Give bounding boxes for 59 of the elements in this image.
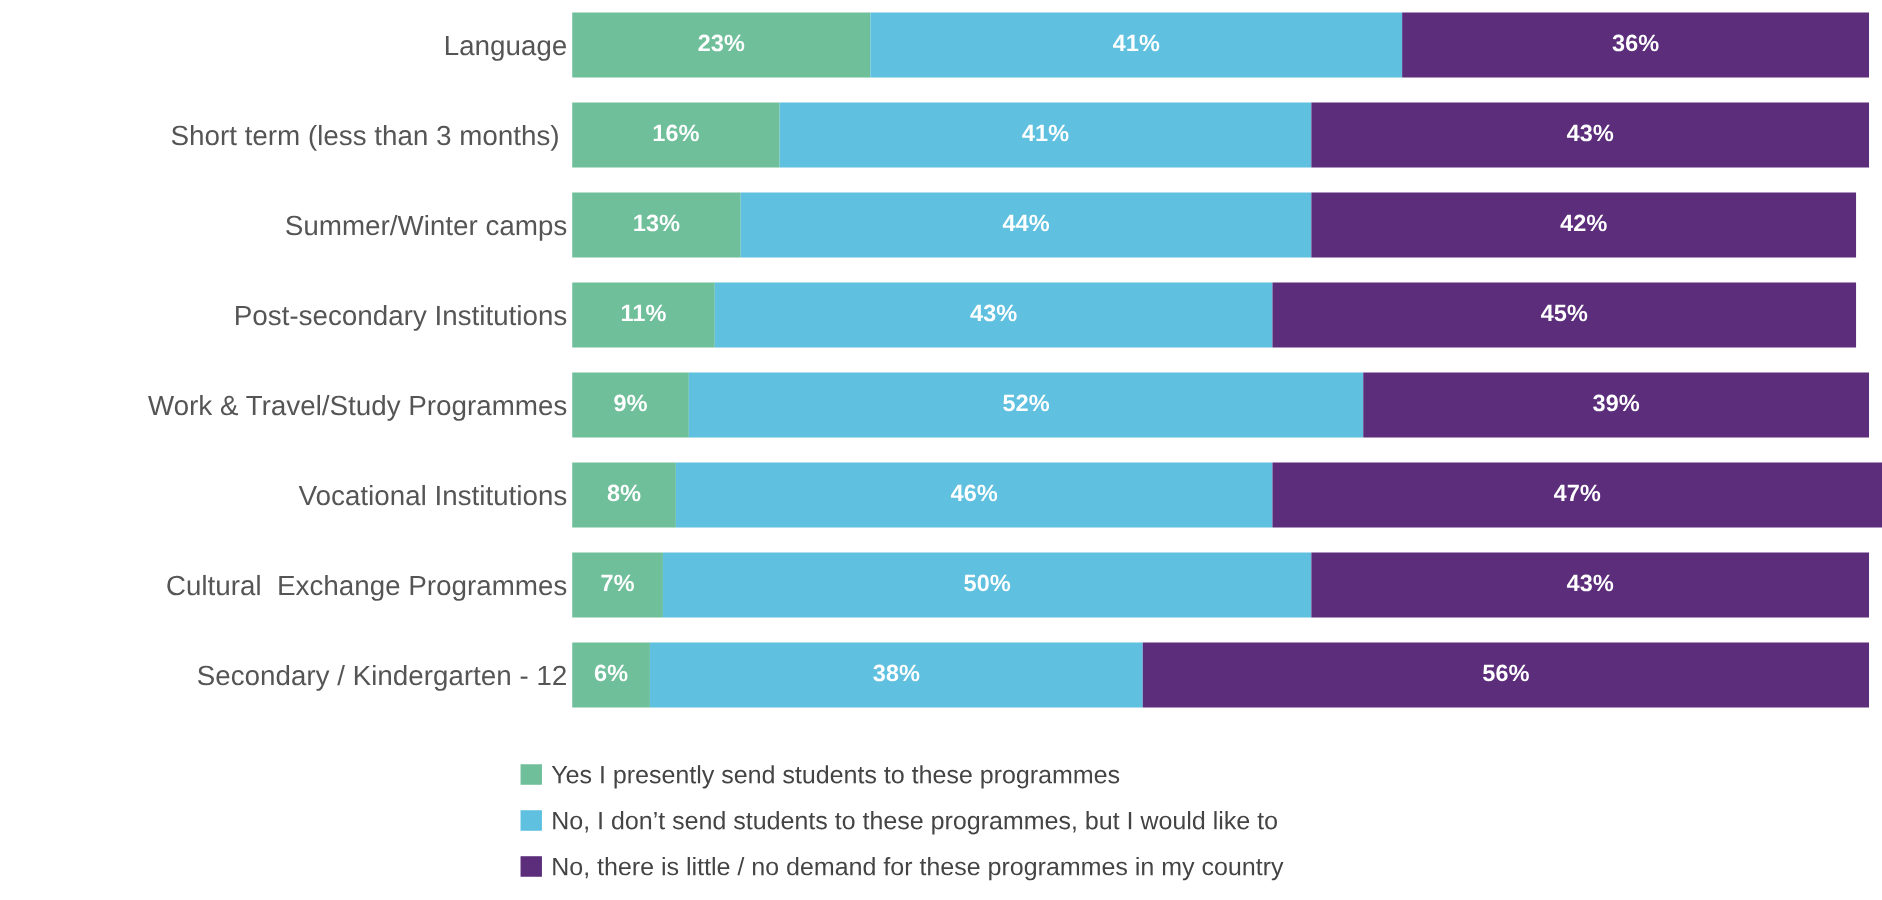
data-label: 42%: [1560, 214, 1607, 232]
bar: [1272, 462, 1882, 528]
bar: [572, 282, 715, 348]
data-label: 56%: [1483, 664, 1529, 682]
data-label: 38%: [873, 664, 920, 682]
bar: [572, 12, 871, 78]
bar: [688, 372, 1364, 438]
y-tick-label: Summer/Winter camps: [286, 214, 567, 241]
bar: [1311, 102, 1870, 168]
data-label: 43%: [1566, 124, 1614, 142]
legend-label: No, there is little / no demand for these programmes in my country: [553, 857, 1284, 881]
bar: [1402, 12, 1870, 78]
data-label: 43%: [970, 304, 1017, 322]
data-label: 46%: [950, 484, 998, 502]
data-label: 41%: [1022, 124, 1069, 142]
data-label: 50%: [964, 574, 1011, 592]
y-tick-label: Cultural Exchange Programmes: [167, 574, 567, 601]
legend-label: No, I don’t send students to these programmes, but I would like to: [553, 811, 1277, 835]
bar: [1311, 552, 1870, 618]
y-tick-label: Language: [445, 35, 567, 61]
bar: [675, 462, 1273, 528]
bar: [1272, 282, 1857, 348]
bar: [779, 102, 1312, 168]
data-label: 7%: [601, 574, 634, 592]
bar: [572, 372, 689, 438]
y-tick-label: Work & Travel/Study Programmes: [148, 394, 567, 421]
data-label: 45%: [1540, 304, 1588, 322]
data-label: 16%: [653, 124, 699, 142]
bar: [572, 462, 676, 528]
data-label: 23%: [698, 34, 745, 52]
data-label: 47%: [1553, 484, 1601, 502]
data-label: 36%: [1612, 34, 1659, 52]
bar: [870, 12, 1403, 78]
data-label: 6%: [594, 664, 628, 682]
bar: [740, 192, 1312, 258]
y-tick-label: Post-secondary Institutions: [236, 304, 567, 331]
data-label: 11%: [621, 304, 666, 322]
bar: [662, 552, 1312, 618]
bar: [1311, 192, 1857, 258]
bar: [572, 192, 741, 258]
data-label: 41%: [1113, 34, 1160, 52]
data-label: 44%: [1002, 214, 1050, 232]
data-label: 43%: [1566, 574, 1614, 592]
legend-label: Yes I presently send students to these programmes: [551, 765, 1120, 789]
y-tick-label: Short term (less than 3 months): [171, 124, 558, 151]
data-label: 8%: [607, 484, 641, 502]
bar: [1142, 642, 1870, 708]
data-label: 13%: [634, 214, 680, 232]
bar: [1363, 372, 1870, 438]
bar: [572, 642, 650, 708]
bar: [572, 102, 780, 168]
y-tick-label: Vocational Institutions: [298, 484, 567, 506]
data-label: 9%: [614, 394, 647, 412]
y-tick-label: Secondary / Kindergarten - 12: [197, 664, 566, 691]
bar: [572, 552, 663, 618]
data-label: 52%: [1003, 394, 1050, 412]
data-label: 39%: [1593, 394, 1640, 412]
bar: [649, 642, 1143, 708]
bar: [714, 282, 1273, 348]
